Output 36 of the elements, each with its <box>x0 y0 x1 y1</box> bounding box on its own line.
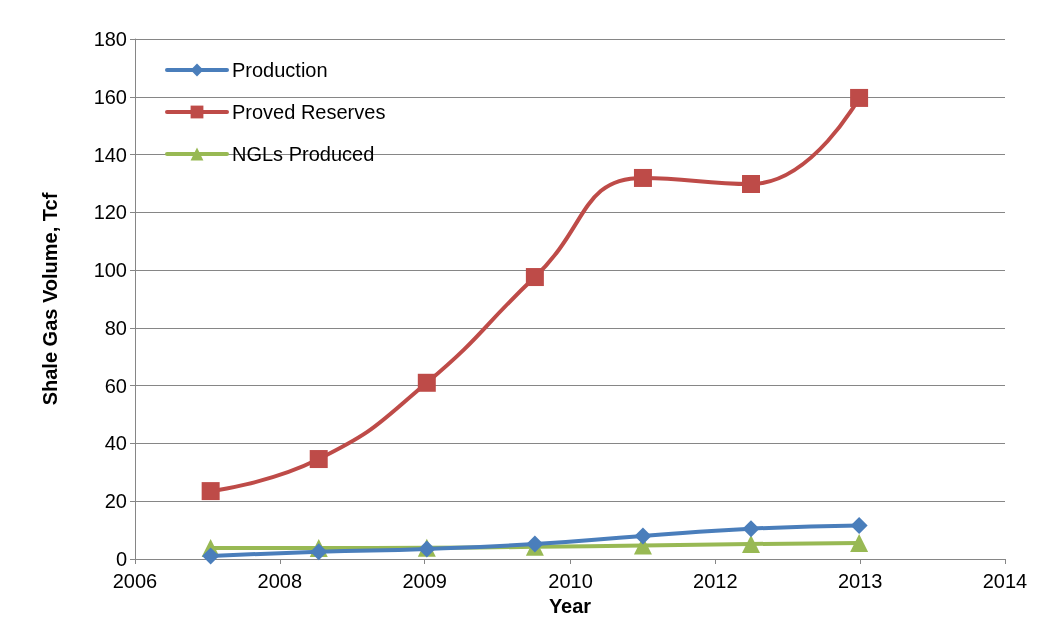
point <box>742 534 761 553</box>
y-axis-title: Shale Gas Volume, Tcf <box>39 192 61 406</box>
x-tick-label: 2009 <box>402 570 447 592</box>
point <box>850 534 869 553</box>
point <box>525 268 544 287</box>
y-tick-label: 40 <box>104 432 127 455</box>
point <box>201 482 220 501</box>
point <box>742 175 761 194</box>
y-tick-label: 60 <box>104 374 127 397</box>
y-tick-label: 140 <box>93 143 127 166</box>
y-tick-label: 120 <box>93 201 127 224</box>
x-tick-label: 2008 <box>257 570 303 592</box>
point <box>202 547 220 565</box>
x-axis-title: Year <box>548 594 592 617</box>
point <box>634 527 652 545</box>
x-tick-label: 2006 <box>112 570 158 592</box>
point <box>309 450 328 469</box>
point <box>417 373 436 392</box>
point <box>742 520 760 538</box>
legend-label: NGLs Produced <box>232 143 375 165</box>
point <box>633 168 652 187</box>
x-tick-label: 2014 <box>982 570 1028 592</box>
point <box>850 88 869 107</box>
point <box>850 516 868 534</box>
x-tick-label: 2010 <box>548 570 593 592</box>
point <box>310 543 328 561</box>
y-tick-label: 160 <box>93 85 127 108</box>
x-tick-label: 2012 <box>693 570 738 592</box>
y-tick-label: 80 <box>104 316 127 339</box>
y-tick-label: 0 <box>115 548 127 570</box>
y-tick-label: 180 <box>93 28 127 50</box>
legend-label: Production <box>232 59 328 81</box>
x-tick-label: 2013 <box>837 570 883 592</box>
legend-label: Proved Reserves <box>232 101 386 123</box>
y-tick-label: 20 <box>104 490 127 513</box>
y-tick-label: 100 <box>93 259 127 282</box>
